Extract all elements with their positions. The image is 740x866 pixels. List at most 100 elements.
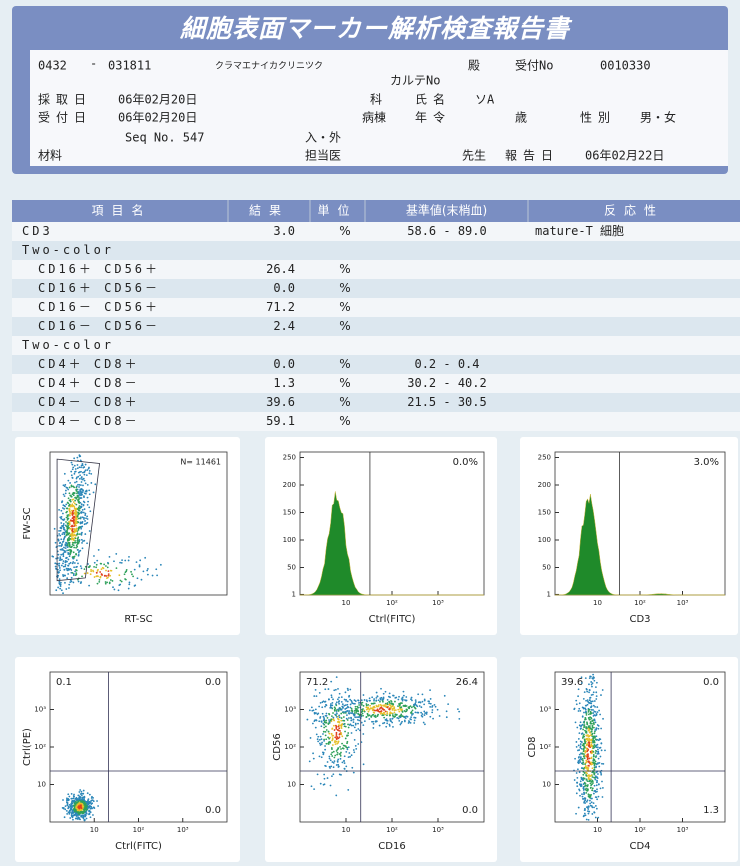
scatter-dot <box>112 586 114 589</box>
scatter-dot <box>90 568 92 571</box>
scatter-dot <box>80 807 83 810</box>
scatter-dot <box>347 789 350 791</box>
scatter-dot <box>115 553 118 555</box>
scatter-dot <box>92 796 94 799</box>
scatter-dot <box>60 553 63 556</box>
scatter-dot <box>585 791 588 794</box>
scatter-dot <box>73 525 76 527</box>
scatter-dot <box>330 753 333 756</box>
scatter-dot <box>335 712 338 715</box>
scatter-dot <box>386 722 389 725</box>
scatter-dot <box>585 688 588 690</box>
scatter-dot <box>349 706 352 709</box>
scatter-dot <box>325 704 328 707</box>
scatter-dot <box>331 704 334 707</box>
scatter-dot <box>386 712 389 715</box>
scatter-dot <box>348 752 351 754</box>
row-unit: % <box>339 414 350 428</box>
scatter-dot <box>79 522 82 525</box>
plot-annotation: N= 11461 <box>180 458 221 467</box>
scatter-dot <box>595 681 598 684</box>
scatter-dot <box>337 708 339 711</box>
scatter-dot <box>90 472 93 475</box>
scatter-dot <box>77 553 80 556</box>
scatter-dot <box>58 530 60 532</box>
header-field: 科 <box>370 93 382 107</box>
scatter-dot <box>83 479 86 482</box>
scatter-dot <box>594 796 597 799</box>
scatter-dot <box>592 709 594 711</box>
scatter-dot <box>73 796 75 798</box>
x-tick-label: 10² <box>133 826 145 834</box>
scatter-dot <box>596 779 598 782</box>
scatter-dot <box>66 538 69 540</box>
header-field: 性別 <box>580 111 616 125</box>
row-name: CD4＋ CD8－ <box>38 376 140 390</box>
row-name: CD16－ CD56＋ <box>38 300 160 314</box>
scatter-dot <box>581 793 583 796</box>
scatter-dot <box>64 581 66 584</box>
scatter-dot <box>327 730 330 733</box>
scatter-dot <box>590 805 593 807</box>
scatter-dot <box>344 708 347 710</box>
header-field: 0432 <box>38 59 67 73</box>
scatter-dot <box>80 516 82 519</box>
scatter-dot <box>71 816 74 819</box>
scatter-dot <box>413 716 416 719</box>
scatter-dot <box>592 715 595 717</box>
scatter-dot <box>325 765 327 767</box>
scatter-dot <box>84 520 86 522</box>
scatter-dot <box>380 687 382 690</box>
scatter-dot <box>601 780 603 783</box>
scatter-dot <box>388 723 391 726</box>
scatter-dot <box>78 466 81 469</box>
scatter-dot <box>86 542 88 545</box>
scatter-dot <box>62 565 65 568</box>
scatter-dot <box>578 724 581 727</box>
scatter-dot <box>77 805 80 808</box>
scatter-dot <box>445 716 448 719</box>
scatter-dot <box>587 777 590 780</box>
scatter-dot <box>79 818 81 821</box>
scatter-dot <box>77 816 80 819</box>
scatter-dot <box>367 710 370 713</box>
x-tick-label: 10³ <box>432 599 444 607</box>
scatter-dot <box>151 574 154 577</box>
scatter-dot <box>84 512 87 515</box>
scatter-dot <box>595 807 598 810</box>
scatter-dot <box>598 738 601 740</box>
scatter-dot <box>75 527 78 530</box>
scatter-dot <box>67 811 70 814</box>
scatter-dot <box>456 708 459 711</box>
scatter-dot <box>336 753 339 756</box>
scatter-dot <box>592 753 595 756</box>
scatter-dot <box>75 807 78 810</box>
scatter-dot <box>88 810 91 813</box>
scatter-dot <box>58 562 61 565</box>
scatter-dot <box>345 717 348 720</box>
scatter-dot <box>60 501 63 504</box>
scatter-dot <box>376 715 379 717</box>
scatter-dot <box>77 521 80 524</box>
scatter-dot <box>592 755 595 758</box>
scatter-dot <box>597 748 599 751</box>
scatter-dot <box>83 492 86 495</box>
scatter-dot <box>317 712 320 715</box>
scatter-dot <box>346 742 348 745</box>
scatter-dot <box>598 709 601 712</box>
scatter-dot <box>365 716 368 719</box>
scatter-dot <box>588 737 591 740</box>
scatter-dot <box>306 718 309 721</box>
scatter-dot <box>458 717 461 720</box>
scatter-dot <box>369 707 372 710</box>
x-tick-label: 10³ <box>432 826 444 834</box>
plot-frame <box>49 451 228 596</box>
scatter-dot <box>346 740 349 743</box>
scatter-dot <box>592 739 595 741</box>
scatter-dot <box>354 723 357 726</box>
scatter-dot <box>344 704 347 706</box>
y-tick-label: 50 <box>287 564 296 572</box>
scatter-dot <box>400 708 403 711</box>
scatter-dot <box>73 457 76 460</box>
